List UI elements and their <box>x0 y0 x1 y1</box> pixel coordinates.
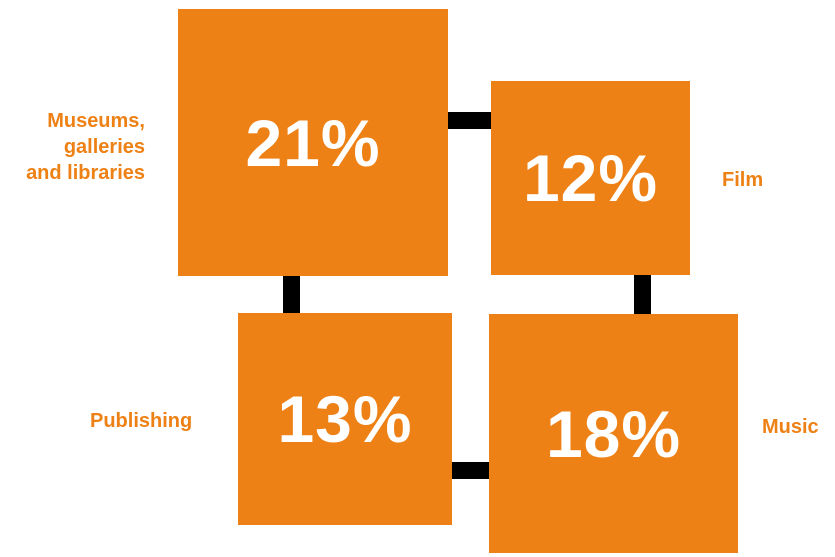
segment-value-film: 12% <box>522 141 659 215</box>
segment-label-publishing: Publishing <box>90 408 192 434</box>
segment-label-music-line-1: Music <box>762 416 819 438</box>
connector-museums-film <box>440 112 495 129</box>
segment-box-music: 18% <box>489 314 738 553</box>
segment-label-music: Music <box>762 414 819 440</box>
segment-value-publishing: 13% <box>277 382 413 456</box>
segment-label-film: Film <box>722 167 763 193</box>
segment-label-publishing-line-1: Publishing <box>90 410 193 432</box>
connector-publishing-music <box>448 462 495 479</box>
segment-box-museums: 21% <box>178 9 448 276</box>
connector-film-music <box>634 270 651 320</box>
segment-box-film: 12% <box>491 81 690 275</box>
segment-label-film-line-1: Film <box>722 169 764 191</box>
segment-label-museums-line-2: galleries <box>63 136 145 158</box>
segment-label-museums-line-1: Museums, <box>47 110 145 132</box>
segment-label-museums-line-3: and libraries <box>26 162 145 184</box>
segment-label-museums: Museums, galleries and libraries <box>26 108 145 186</box>
segment-box-publishing: 13% <box>238 313 452 525</box>
connector-museums-publishing <box>283 270 300 320</box>
segment-value-music: 18% <box>545 396 682 471</box>
segment-value-museums: 21% <box>245 105 381 180</box>
